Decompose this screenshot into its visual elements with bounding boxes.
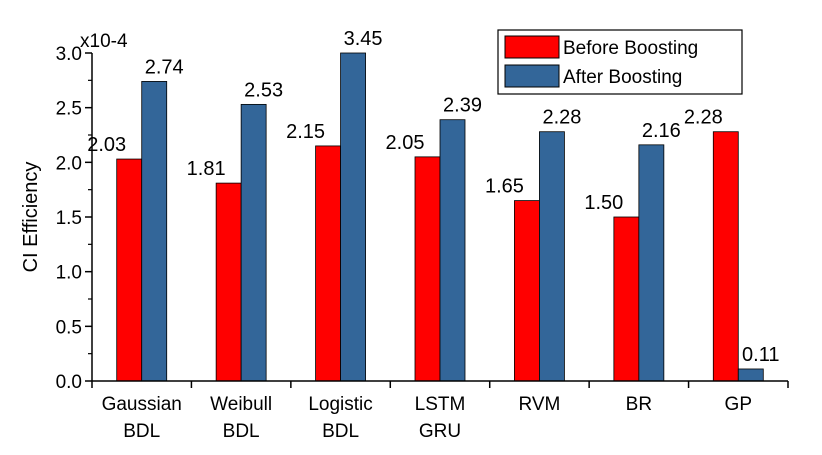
data-label: 2.53 (244, 79, 283, 101)
bar-before-boosting (712, 131, 739, 382)
x-category-label: BR (626, 394, 652, 415)
x-category-label: Gaussian BDL (102, 394, 182, 442)
data-label: 1.65 (485, 176, 524, 198)
bar-before-boosting (514, 200, 540, 382)
x-ticks-group: Gaussian BDL Weibull BDL Logistic BDL LSTM GRU R… (91, 381, 789, 442)
data-label: 2.28 (684, 107, 723, 129)
y-axis-title: CI Efficiency (20, 162, 42, 273)
y-tick-label: 0.0 (56, 372, 82, 393)
bars-group (116, 52, 764, 382)
y-tick-label: 1.0 (56, 263, 82, 284)
y-tick-label: 3.0 (56, 44, 82, 65)
data-label: 0.11 (742, 344, 779, 366)
data-label: 2.39 (443, 95, 482, 117)
y-tick-label: 0.5 (56, 317, 82, 338)
bar-after-boosting (539, 131, 565, 382)
data-label: 2.15 (286, 121, 325, 143)
legend: Before Boosting After Boosting (497, 29, 743, 95)
x-category-label: Weibull BDL (210, 394, 272, 442)
data-label: 3.45 (344, 28, 383, 50)
data-label: 2.03 (87, 134, 126, 156)
data-label: 2.28 (542, 107, 581, 129)
data-label: 2.74 (145, 56, 184, 78)
legend-swatch-before (504, 35, 560, 59)
legend-label-after: After Boosting (563, 67, 682, 88)
data-label: 2.16 (642, 120, 681, 142)
bar-after-boosting (638, 144, 665, 382)
bar-before-boosting (215, 182, 242, 382)
data-label: 1.81 (187, 158, 226, 180)
x-category-label: RVM (518, 394, 560, 415)
bar-after-boosting (439, 119, 466, 382)
bar-after-boosting (141, 81, 168, 382)
y-tick-label: 1.5 (56, 208, 82, 229)
bar-before-boosting (613, 216, 640, 382)
y-ticks-group: 0.0 0.5 1.0 1.5 2.0 2.5 3.0 (56, 44, 92, 393)
data-label: 2.05 (386, 132, 425, 154)
bar-after-boosting (240, 103, 267, 382)
x-category-label: LSTM GRU (415, 394, 466, 442)
bar-before-boosting (414, 156, 441, 382)
bar-before-boosting (315, 145, 341, 382)
bar-before-boosting (116, 158, 143, 382)
y-tick-label: 2.0 (56, 153, 82, 174)
data-label: 1.50 (584, 192, 623, 214)
data-labels-group: 2.03 1.81 2.15 2.05 1.65 1.50 2.28 2.74 2.53 3.45… (87, 28, 779, 366)
y-scale-label: x10-4 (80, 31, 128, 52)
y-tick-label: 2.5 (56, 99, 82, 120)
legend-label-before: Before Boosting (563, 38, 698, 59)
x-category-label: GP (725, 394, 752, 415)
bar-after-boosting (737, 368, 764, 382)
legend-swatch-after (504, 64, 560, 88)
bar-after-boosting (340, 52, 366, 382)
x-category-label: Logistic BDL (308, 394, 372, 442)
